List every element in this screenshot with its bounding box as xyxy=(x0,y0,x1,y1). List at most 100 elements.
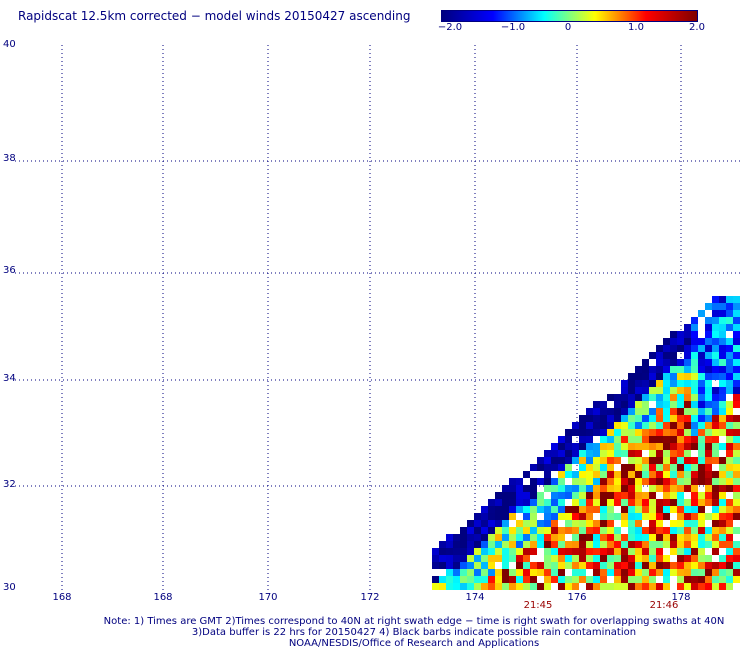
swath-cell xyxy=(656,401,663,408)
swath-cell xyxy=(684,331,691,338)
swath-cell xyxy=(670,380,677,387)
swath-cell xyxy=(719,443,726,450)
swath-cell xyxy=(523,506,530,513)
swath-cell xyxy=(698,443,705,450)
swath-cell xyxy=(544,548,551,555)
swath-cell xyxy=(600,443,607,450)
swath-cell xyxy=(698,520,705,527)
swath-cell xyxy=(523,555,530,562)
swath-cell xyxy=(488,576,495,583)
swath-cell xyxy=(593,450,600,457)
swath-cell xyxy=(726,513,733,520)
swath-cell xyxy=(537,492,544,499)
swath-cell xyxy=(705,450,712,457)
swath-cell xyxy=(523,520,530,527)
swath-cell xyxy=(712,534,719,541)
swath-cell xyxy=(558,541,565,548)
swath-cell xyxy=(635,562,642,569)
swath-cell xyxy=(663,464,670,471)
swath-cell xyxy=(656,443,663,450)
swath-cell xyxy=(684,555,691,562)
swath-cell xyxy=(586,548,593,555)
swath-cell xyxy=(726,345,733,352)
swath-cell xyxy=(684,569,691,576)
swath-cell xyxy=(663,443,670,450)
swath-cell xyxy=(600,534,607,541)
swath-cell xyxy=(684,541,691,548)
swath-cell xyxy=(572,450,579,457)
swath-cell xyxy=(628,373,635,380)
swath-cell xyxy=(628,569,635,576)
swath-cell xyxy=(635,520,642,527)
swath-cell xyxy=(544,534,551,541)
swath-cell xyxy=(663,373,670,380)
swath-cell xyxy=(565,506,572,513)
swath-cell xyxy=(495,548,502,555)
swath-cell xyxy=(698,359,705,366)
swath-cell xyxy=(698,345,705,352)
swath-cell xyxy=(635,499,642,506)
swath-cell xyxy=(719,527,726,534)
swath-cell xyxy=(635,513,642,520)
swath-cell xyxy=(670,506,677,513)
swath-cell xyxy=(677,583,684,590)
swath-cell xyxy=(691,387,698,394)
swath-cell xyxy=(698,555,705,562)
swath-cell xyxy=(586,555,593,562)
swath-cell xyxy=(474,534,481,541)
swath-cell xyxy=(614,457,621,464)
swath-cell xyxy=(600,478,607,485)
swath-cell xyxy=(488,527,495,534)
swath-cell xyxy=(593,555,600,562)
swath-cell xyxy=(614,569,621,576)
swath-cell xyxy=(558,464,565,471)
swath-cell xyxy=(733,492,740,499)
swath-cell xyxy=(649,408,656,415)
swath-cell xyxy=(481,527,488,534)
swath-cell xyxy=(684,499,691,506)
swath-cell xyxy=(684,506,691,513)
swath-cell xyxy=(537,478,544,485)
swath-cell xyxy=(642,541,649,548)
swath-cell xyxy=(432,576,439,583)
swath-cell xyxy=(586,562,593,569)
swath-cell xyxy=(586,520,593,527)
swath-cell xyxy=(551,548,558,555)
swath-cell xyxy=(726,324,733,331)
swath-cell xyxy=(726,541,733,548)
swath-cell xyxy=(579,422,586,429)
swath-cell xyxy=(670,548,677,555)
swath-time-label: 21:45 xyxy=(523,600,553,611)
swath-cell xyxy=(684,520,691,527)
swath-cell xyxy=(523,513,530,520)
swath-cell xyxy=(712,387,719,394)
swath-cell xyxy=(607,520,614,527)
swath-cell xyxy=(663,457,670,464)
swath-cell xyxy=(523,562,530,569)
swath-cell xyxy=(733,310,740,317)
swath-cell xyxy=(565,513,572,520)
y-tick-label: 30 xyxy=(3,582,16,593)
swath-cell xyxy=(614,513,621,520)
swath-cell xyxy=(628,464,635,471)
swath-cell xyxy=(719,401,726,408)
swath-cell xyxy=(579,415,586,422)
swath-cell xyxy=(516,569,523,576)
y-tick-label: 38 xyxy=(3,153,16,164)
swath-cell xyxy=(509,499,516,506)
swath-cell xyxy=(628,436,635,443)
swath-cell xyxy=(565,527,572,534)
swath-cell xyxy=(684,387,691,394)
swath-cell xyxy=(572,429,579,436)
swath-cell xyxy=(467,527,474,534)
swath-cell xyxy=(656,541,663,548)
swath-cell xyxy=(600,401,607,408)
swath-cell xyxy=(614,548,621,555)
swath-cell xyxy=(691,366,698,373)
swath-cell xyxy=(698,541,705,548)
swath-cell xyxy=(726,555,733,562)
swath-cell xyxy=(698,422,705,429)
swath-cell xyxy=(733,562,740,569)
swath-cell xyxy=(670,471,677,478)
swath-cell xyxy=(691,317,698,324)
